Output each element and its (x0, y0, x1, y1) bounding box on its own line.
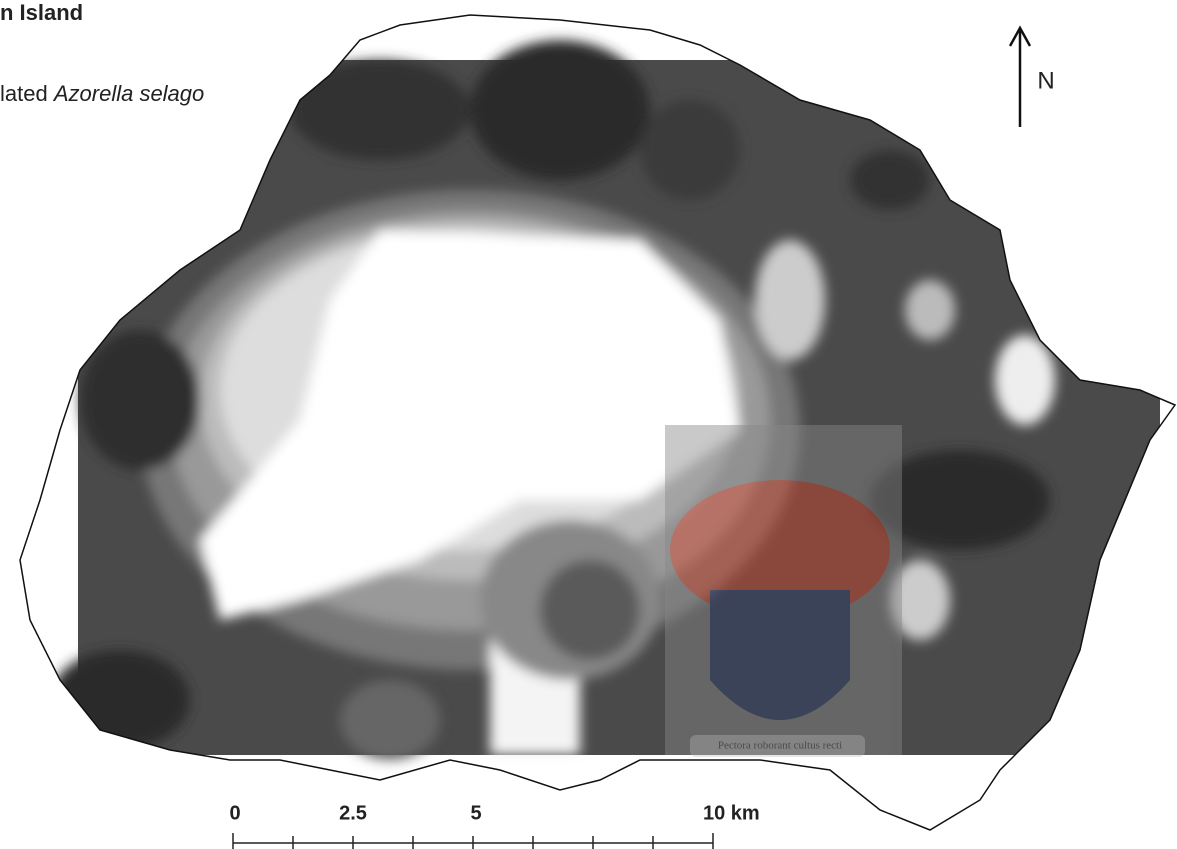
subtitle: lated Azorella selago (0, 81, 204, 106)
map: Pectora roborant cultus recti n Island l… (0, 0, 1177, 849)
north-arrow: N (1010, 28, 1055, 127)
scale-label: 10 km (703, 802, 760, 824)
scale-label: 5 (470, 802, 481, 824)
scale-label: 0 (229, 802, 240, 824)
watermark-crest (665, 425, 902, 757)
subtitle-plain: lated (0, 81, 48, 106)
scale-bar: 0 2.5 5 10 km (229, 802, 759, 849)
map-title: n Island (0, 0, 83, 25)
north-label: N (1037, 67, 1054, 94)
scale-label: 2.5 (339, 802, 367, 824)
watermark-motto: Pectora roborant cultus recti (718, 740, 842, 752)
subtitle-species: Azorella selago (52, 81, 204, 106)
interpolation-surface (50, 40, 1160, 760)
